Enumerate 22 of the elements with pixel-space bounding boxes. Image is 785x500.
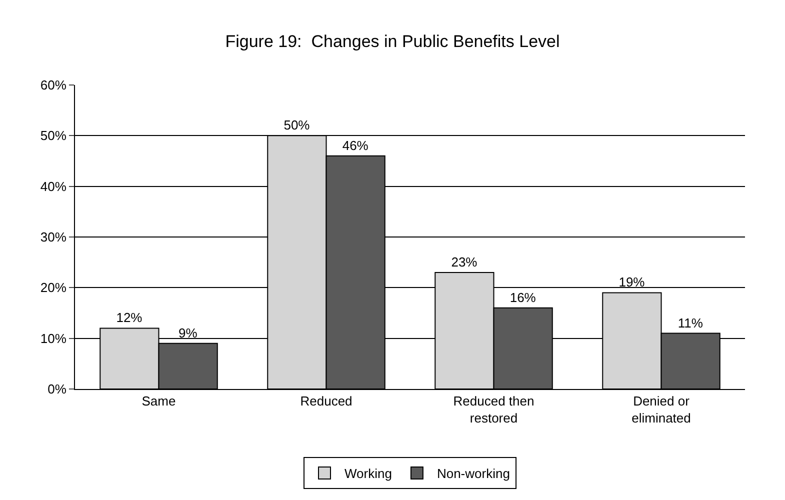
- data-label: 23%: [451, 254, 478, 270]
- legend-label: Non-working: [436, 466, 510, 482]
- chart-title: Figure 19: Changes in Public Benefits Level: [225, 32, 560, 51]
- y-tick-label: 30%: [40, 230, 67, 245]
- data-label: 16%: [510, 290, 536, 305]
- x-tick-label: Same: [142, 394, 176, 409]
- data-label: 19%: [618, 274, 646, 290]
- data-label: 9%: [178, 325, 198, 340]
- y-tick-label: 60%: [40, 78, 67, 93]
- y-tick-label: 0%: [48, 382, 67, 397]
- x-tick-label: Reduced: [300, 394, 352, 409]
- y-tick-label: 40%: [40, 178, 67, 194]
- data-label: 11%: [678, 315, 704, 330]
- y-tick-label: 20%: [40, 280, 67, 296]
- y-tick-label: 50%: [40, 128, 67, 144]
- y-tick-label: 10%: [40, 330, 67, 346]
- x-tick-label: Reduced then restored: [453, 394, 534, 426]
- data-label: 46%: [342, 138, 369, 153]
- data-label: 12%: [116, 310, 143, 326]
- x-tick-label: Denied or eliminated: [632, 394, 691, 426]
- data-label: 50%: [284, 118, 310, 133]
- legend-label: Working: [344, 466, 392, 482]
